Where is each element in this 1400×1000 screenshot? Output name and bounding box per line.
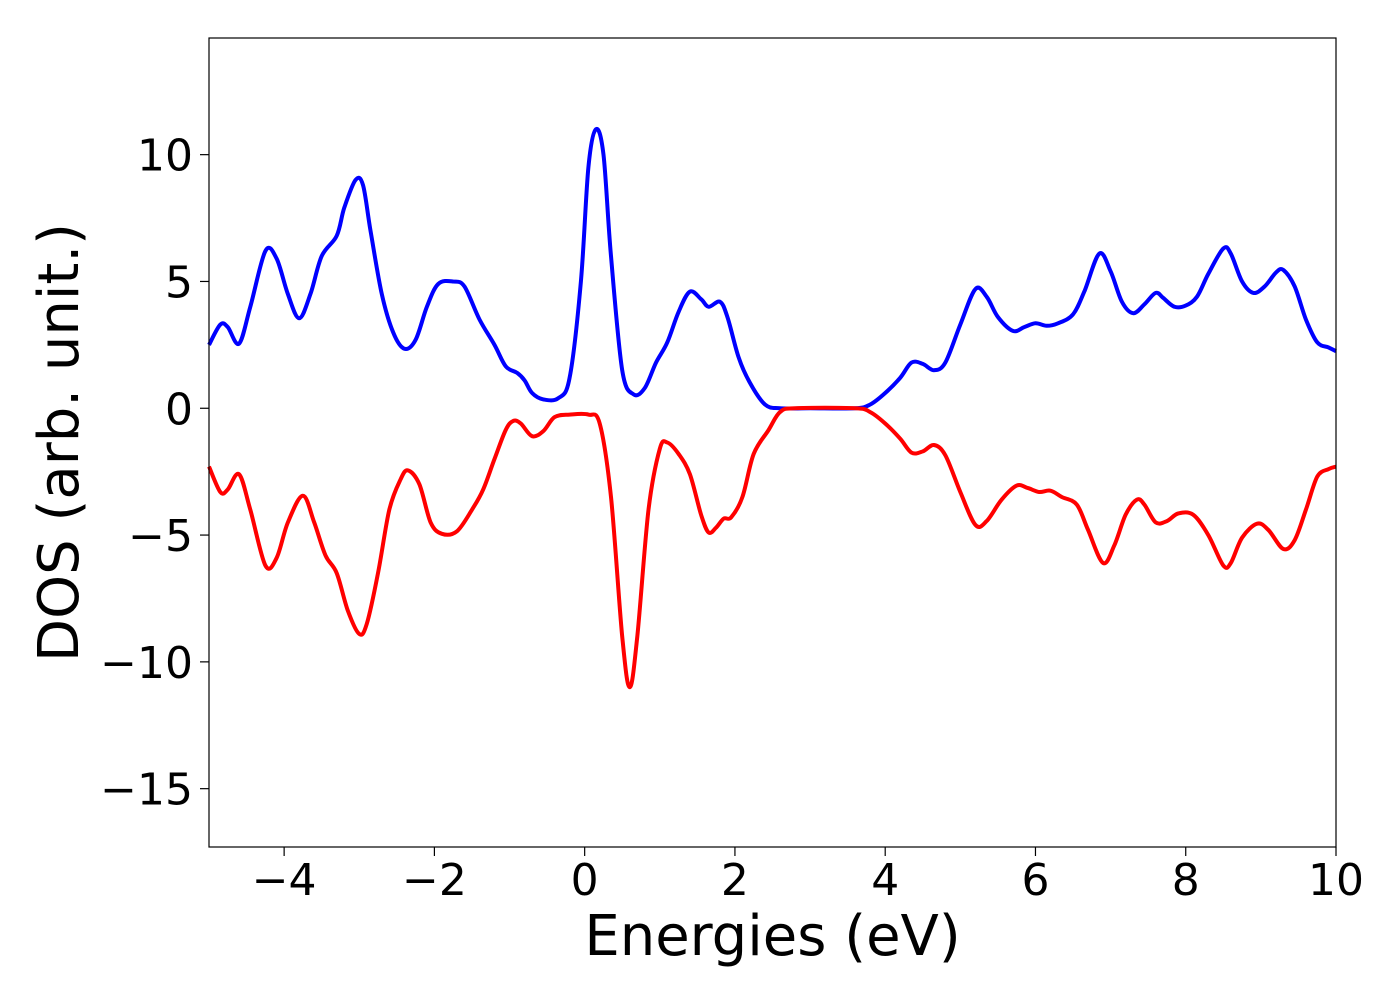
dos-series-upper-line — [207, 126, 1337, 411]
y-tick-label: −5 — [128, 511, 193, 562]
y-tick-label: −10 — [100, 638, 193, 689]
plot-frame — [208, 37, 1337, 848]
tick-layer: −4 −2 0 2 4 6 8 10 −15 −10 −5 0 5 10 — [100, 131, 1364, 906]
x-tick-label: 4 — [871, 855, 899, 906]
x-tick-label: 8 — [1172, 855, 1200, 906]
x-tick-label: −2 — [402, 855, 467, 906]
series-layer — [207, 126, 1337, 690]
x-tick-label: 0 — [571, 855, 599, 906]
x-axis-title: Energies (eV) — [584, 904, 960, 969]
x-tick-label: −4 — [252, 855, 317, 906]
y-axis-title: DOS (arb. unit.) — [27, 223, 92, 662]
dos-series-lower-line — [207, 405, 1337, 690]
y-tick-label: 0 — [165, 384, 193, 435]
y-tick-label: −15 — [100, 765, 193, 816]
y-tick-label: 10 — [137, 131, 193, 182]
y-tick-label: 5 — [165, 257, 193, 308]
x-tick-label: 2 — [721, 855, 749, 906]
x-tick-label: 10 — [1308, 855, 1364, 906]
x-tick-label: 6 — [1021, 855, 1049, 906]
